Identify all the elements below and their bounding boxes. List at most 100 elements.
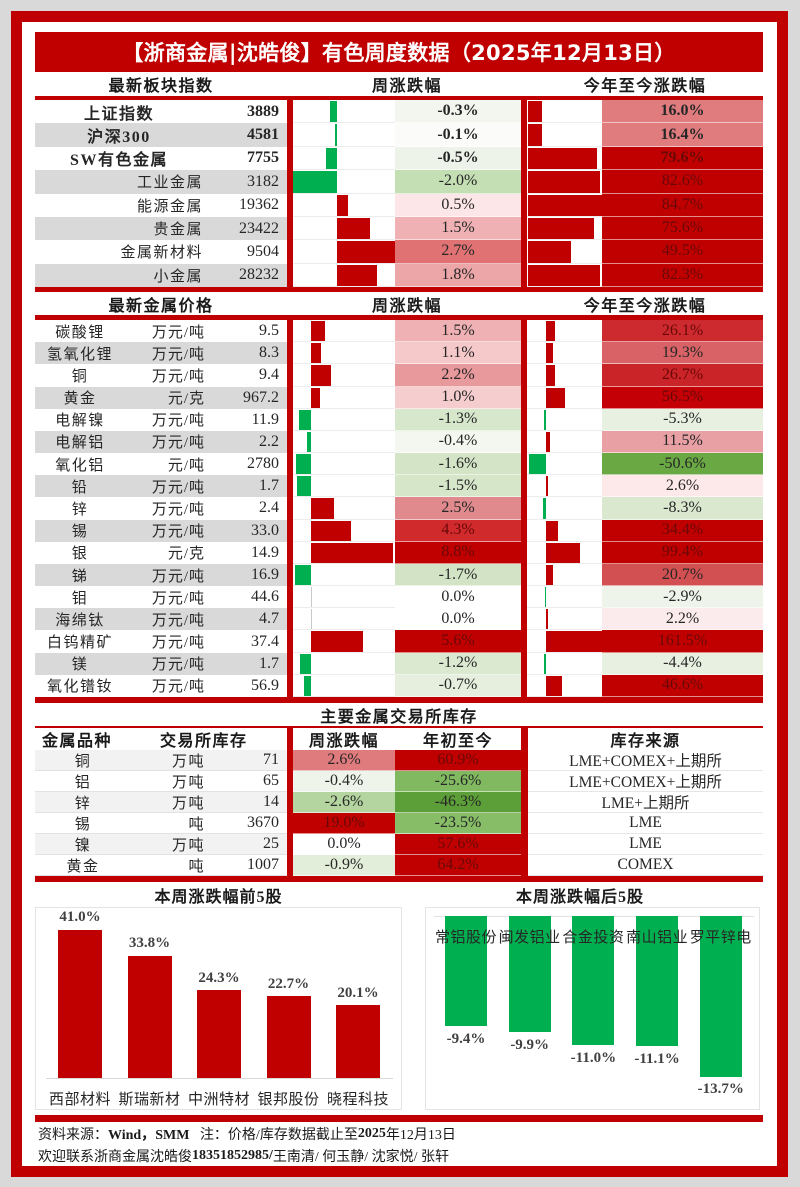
price-value: 44.6: [251, 588, 279, 606]
weekly-change-value: -0.4%: [395, 430, 521, 454]
positive-bar: [528, 264, 600, 286]
ytd-change-value: -50.6%: [602, 453, 763, 476]
bar-value-label: 24.3%: [198, 969, 240, 986]
bottom5-chart-title: 本周涨跌幅后5股: [515, 889, 644, 906]
index-value: 3182: [247, 172, 279, 190]
category-label: 闽发铝业: [498, 929, 561, 946]
inventory-name-cell: 黄金 吨 1007: [35, 855, 287, 876]
inventory-unit: 万吨: [171, 774, 205, 791]
positive-bar: [337, 194, 348, 216]
negative-bar: [296, 454, 311, 475]
index-name-cell: 金属新材料 9504: [35, 240, 287, 264]
column-separator: [521, 386, 527, 409]
price-weekly-change-header: 周涨跌幅: [371, 297, 442, 315]
positive-bar: [528, 124, 543, 146]
weekly-bar-cell: [293, 263, 395, 287]
column-separator: [287, 586, 293, 609]
weekly-change-value: 0.5%: [395, 193, 521, 217]
table-row: 能源金属 19362 0.5% 84.7%: [0, 193, 800, 217]
inventory-ytd-change: -23.5%: [395, 813, 521, 834]
weekly-bar-cell: [293, 386, 395, 409]
column-separator: [287, 408, 293, 431]
column-separator: [521, 630, 527, 653]
footer-text-segment: Wind，SMM: [108, 1127, 190, 1143]
column-separator: [521, 408, 527, 431]
inventory-ytd-change: 60.9%: [395, 750, 521, 771]
metal-name: 海绵钛: [55, 612, 105, 629]
column-separator: [287, 652, 293, 675]
price-unit: 万元/吨: [151, 324, 205, 341]
positive-bar: [528, 101, 542, 123]
table-row: 沪深300 4581 -0.1% 16.4%: [0, 123, 800, 147]
metal-name-cell: 铅 万元/吨 1.7: [35, 475, 287, 498]
weekly-change-value: -1.7%: [395, 563, 521, 587]
inventory-weekly-change: -0.9%: [293, 855, 395, 876]
ytd-change-value: 11.5%: [602, 430, 763, 454]
metal-name: 镁: [71, 657, 89, 674]
price-value: 2.2: [259, 432, 279, 450]
inventory-unit: 万吨: [171, 795, 205, 812]
weekly-bar-cell: [293, 674, 395, 697]
price-unit: 万元/吨: [151, 479, 205, 496]
positive-bar: [546, 476, 548, 497]
positive-bar: [546, 387, 566, 408]
metal-name-cell: 钼 万元/吨 44.6: [35, 586, 287, 609]
price-value: 2.4: [259, 499, 279, 517]
metal-name-cell: 碳酸锂 万元/吨 9.5: [35, 320, 287, 343]
metal-name-cell: 铜 万元/吨 9.4: [35, 364, 287, 387]
index-value: 3889: [247, 102, 279, 120]
metal-name: 氢氧化锂: [46, 346, 113, 363]
positive-bar: [546, 609, 548, 630]
table-row: 氧化铝 元/吨 2780 -1.6% -50.6%: [0, 453, 800, 476]
inventory-value: 25: [263, 835, 279, 852]
category-label: 常铝股份: [434, 929, 497, 946]
table-row: 贵金属 23422 1.5% 75.6%: [0, 216, 800, 241]
negative-bar: [544, 587, 546, 608]
category-label: 斯瑞新材: [118, 1091, 181, 1108]
weekly-bar-cell: [293, 320, 395, 343]
price-unit: 万元/吨: [151, 635, 205, 652]
column-separator: [287, 123, 293, 147]
inventory-ytd-change: -25.6%: [395, 771, 521, 792]
price-value: 967.2: [243, 388, 279, 406]
sector-ytd-change-header: 今年至今涨跌幅: [583, 78, 707, 95]
index-name: 沪深300: [87, 129, 151, 147]
price-value: 1.7: [259, 477, 279, 495]
ytd-change-value: -4.4%: [602, 652, 763, 675]
positive-bar: [311, 542, 393, 563]
metal-name: 铜: [71, 368, 89, 385]
column-separator: [287, 855, 293, 876]
table-row: 锡 吨 3670 19.0% -23.5% LME: [0, 813, 800, 834]
price-unit: 元/克: [167, 546, 205, 563]
inventory-name-cell: 铜 万吨 71: [35, 750, 287, 771]
ytd-change-value: 46.6%: [602, 674, 763, 697]
metal-name: 铝: [74, 774, 92, 791]
price-unit: 万元/吨: [151, 435, 205, 452]
ytd-change-value: 19.3%: [602, 342, 763, 365]
metal-name-cell: 黄金 元/克 967.2: [35, 386, 287, 409]
price-unit: 万元/吨: [151, 590, 205, 607]
table-row: 锌 万吨 14 -2.6% -46.3% LME+上期所: [0, 792, 800, 813]
chart-bar: [266, 996, 311, 1078]
zero-axis-line: [311, 587, 312, 608]
weekly-change-value: 2.5%: [395, 497, 521, 520]
column-separator: [521, 771, 528, 792]
ytd-change-value: 99.4%: [602, 541, 763, 564]
metal-name-cell: 镁 万元/吨 1.7: [35, 652, 287, 675]
column-separator: [521, 193, 527, 217]
positive-bar: [337, 217, 370, 240]
weekly-change-value: -1.6%: [395, 453, 521, 476]
weekly-bar-cell: [293, 123, 395, 147]
weekly-bar-cell: [293, 497, 395, 520]
metal-name: 锌: [74, 795, 92, 812]
positive-bar: [311, 365, 332, 386]
column-separator: [521, 123, 527, 147]
footer-text-segment: 注：价格/库存数据截止至: [189, 1127, 358, 1143]
category-label: 西部材料: [48, 1091, 111, 1108]
price-value: 1.7: [259, 654, 279, 672]
column-separator: [521, 855, 528, 876]
index-value: 4581: [247, 126, 279, 144]
price-unit: 万元/吨: [151, 524, 205, 541]
column-separator: [287, 342, 293, 365]
inventory-unit: 吨: [188, 858, 205, 875]
